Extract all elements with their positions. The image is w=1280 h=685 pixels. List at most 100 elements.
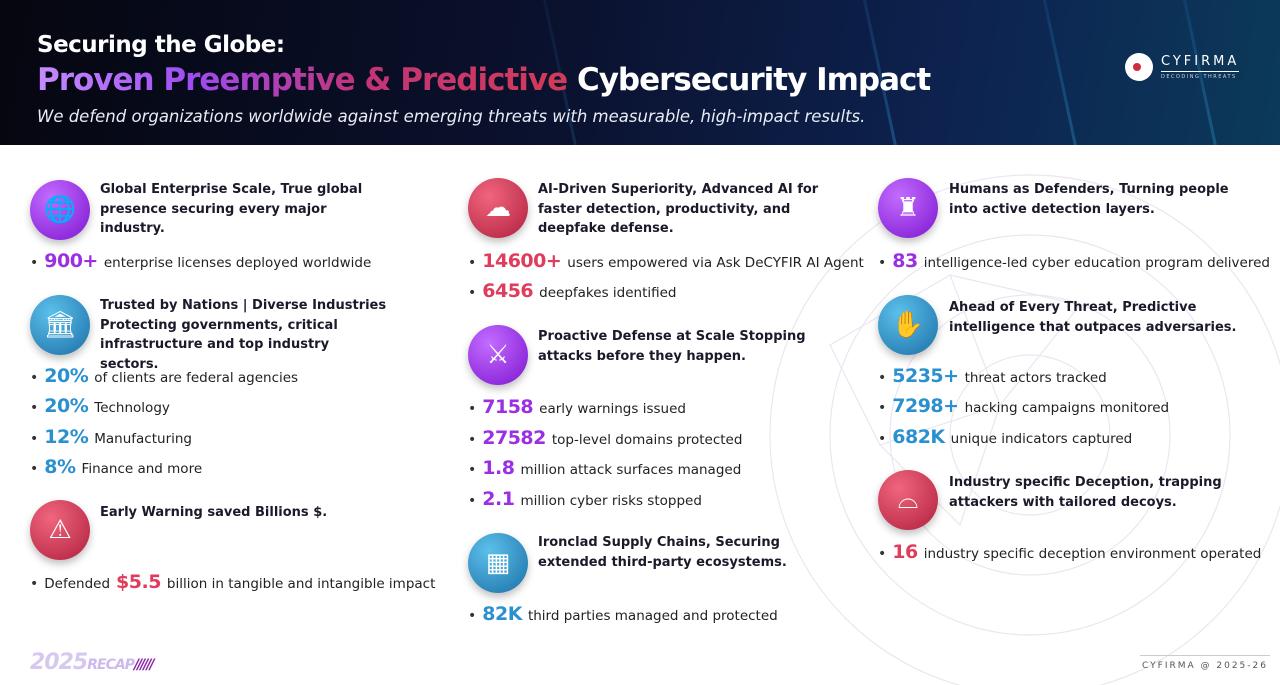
- stat-item: • Defended $5.5 billion in tangible and int…: [30, 571, 435, 595]
- stat-value: 16: [892, 541, 918, 563]
- section-heading: Ahead of Every Threat, Predictive intell…: [949, 300, 1237, 335]
- background-globe-art: [769, 174, 1280, 685]
- stat-value: 682K: [892, 426, 945, 448]
- section-heading: Humans as Defenders, Turning people into…: [949, 182, 1229, 217]
- title-white-text: Cybersecurity Impact: [576, 62, 931, 98]
- stat-item: • 6456 deepfakes identified: [468, 280, 677, 304]
- supply-chain-icon: ▦: [468, 533, 528, 593]
- bullet-icon: •: [468, 462, 477, 478]
- stat-value: 2.1: [482, 488, 515, 510]
- stat-item: • 27582 top-level domains protected: [468, 427, 742, 451]
- section-heading: Proactive Defense at Scale Stopping atta…: [538, 329, 806, 364]
- hand-crystal-ball-icon: ✋: [878, 295, 938, 355]
- section-heading: Trusted by Nations | Diverse Industries …: [100, 298, 387, 372]
- stat-value: 7298+: [892, 395, 959, 417]
- stat-prefix: Defended: [44, 576, 111, 592]
- stat-value: 27582: [482, 427, 546, 449]
- subtitle: We defend organizations worldwide agains…: [37, 107, 866, 126]
- recap-slashes: //////: [133, 657, 155, 673]
- cyfirma-logo: CYFIRMA DECODING THREATS: [1125, 53, 1240, 81]
- bullet-icon: •: [30, 576, 39, 592]
- stat-value: 8%: [44, 456, 76, 478]
- stat-item: • 20% of clients are federal agencies: [30, 365, 298, 389]
- bullet-icon: •: [468, 432, 477, 448]
- stat-label: deepfakes identified: [539, 285, 677, 301]
- warning-icon: ⚠: [30, 500, 90, 560]
- stat-item: • 7298+ hacking campaigns monitored: [878, 395, 1169, 419]
- stat-label: Manufacturing: [94, 431, 193, 447]
- copyright: CYFIRMA @ 2025-26: [1142, 661, 1268, 671]
- bullet-icon: •: [30, 370, 39, 386]
- stat-value: $5.5: [116, 571, 161, 593]
- stat-value: 20%: [44, 365, 89, 387]
- stat-item: • 2.1 million cyber risks stopped: [468, 488, 702, 512]
- stat-item: • 82K third parties managed and protected: [468, 603, 778, 627]
- stat-item: • 83 intelligence-led cyber education prog…: [878, 250, 1270, 274]
- bullet-icon: •: [878, 546, 887, 562]
- main-title: Proven Preemptive & Predictive Cybersecu…: [37, 62, 931, 98]
- stat-value: 82K: [482, 603, 522, 625]
- stat-label: unique indicators captured: [950, 431, 1133, 447]
- stat-item: • 16 industry specific deception environme…: [878, 541, 1261, 565]
- stat-label: hacking campaigns monitored: [964, 400, 1170, 416]
- stat-value: 6456: [482, 280, 534, 302]
- recap-label: RECAP: [87, 657, 135, 673]
- bullet-icon: •: [878, 431, 887, 447]
- logo-mark-icon: [1125, 53, 1153, 81]
- stat-value: 20%: [44, 395, 89, 417]
- logo-name: CYFIRMA: [1161, 54, 1240, 72]
- section-heading: AI-Driven Superiority, Advanced AI for f…: [538, 182, 819, 236]
- stat-label: Finance and more: [81, 461, 203, 477]
- bullet-icon: •: [468, 608, 477, 624]
- bullet-icon: •: [468, 285, 477, 301]
- stat-item: • 8% Finance and more: [30, 456, 202, 480]
- stat-label: users empowered via Ask DeCYFIR AI Agent: [567, 255, 864, 271]
- section-heading: Global Enterprise Scale, True global pre…: [100, 182, 363, 236]
- logo-tagline: DECODING THREATS: [1161, 74, 1237, 80]
- bullet-icon: •: [30, 255, 39, 271]
- stat-item: • 20% Technology: [30, 395, 170, 419]
- stat-label: third parties managed and protected: [527, 608, 778, 624]
- stat-value: 14600+: [482, 250, 562, 272]
- stat-value: 1.8: [482, 457, 515, 479]
- bullet-icon: •: [30, 431, 39, 447]
- stat-label: million cyber risks stopped: [520, 493, 702, 509]
- section-heading: Early Warning saved Billions $.: [100, 505, 328, 520]
- stat-label: threat actors tracked: [964, 370, 1107, 386]
- stat-label: industry specific deception environment …: [923, 546, 1262, 562]
- human-defender-icon: ♜: [878, 178, 938, 238]
- stat-label: intelligence-led cyber education program…: [923, 255, 1270, 271]
- title-line-1: Securing the Globe:: [37, 32, 285, 58]
- stat-item: • 682K unique indicators captured: [878, 426, 1132, 450]
- stat-label: early warnings issued: [539, 401, 686, 417]
- bullet-icon: •: [878, 370, 887, 386]
- section-heading: Industry specific Deception, trapping at…: [949, 475, 1222, 510]
- government-building-icon: 🏛: [30, 295, 90, 355]
- bullet-icon: •: [30, 461, 39, 477]
- bullet-icon: •: [468, 401, 477, 417]
- stat-value: 5235+: [892, 365, 959, 387]
- trap-icon: ⌓: [878, 470, 938, 530]
- shield-sword-icon: ⚔: [468, 325, 528, 385]
- bullet-icon: •: [468, 493, 477, 509]
- bullet-icon: •: [878, 255, 887, 271]
- stat-value: 900+: [44, 250, 98, 272]
- stat-label: million attack surfaces managed: [520, 462, 742, 478]
- stat-item: • 5235+ threat actors tracked: [878, 365, 1107, 389]
- stat-item: • 900+ enterprise licenses deployed worldw…: [30, 250, 371, 274]
- ai-brain-cloud-icon: ☁: [468, 178, 528, 238]
- stat-item: • 14600+ users empowered via Ask DeCYFIR A…: [468, 250, 864, 274]
- header-banner: Securing the Globe: Proven Preemptive & …: [0, 0, 1280, 145]
- stat-label: of clients are federal agencies: [94, 370, 299, 386]
- bullet-icon: •: [878, 400, 887, 416]
- stat-label: Technology: [94, 400, 170, 416]
- stat-value: 12%: [44, 426, 89, 448]
- section-heading: Ironclad Supply Chains, Securing extende…: [538, 535, 787, 570]
- stat-value: 7158: [482, 396, 534, 418]
- bullet-icon: •: [30, 400, 39, 416]
- globe-icon: 🌐: [30, 180, 90, 240]
- bullet-icon: •: [468, 255, 477, 271]
- stat-label: billion in tangible and intangible impac…: [166, 576, 436, 592]
- stat-item: • 1.8 million attack surfaces managed: [468, 457, 741, 481]
- stat-value: 83: [892, 250, 918, 272]
